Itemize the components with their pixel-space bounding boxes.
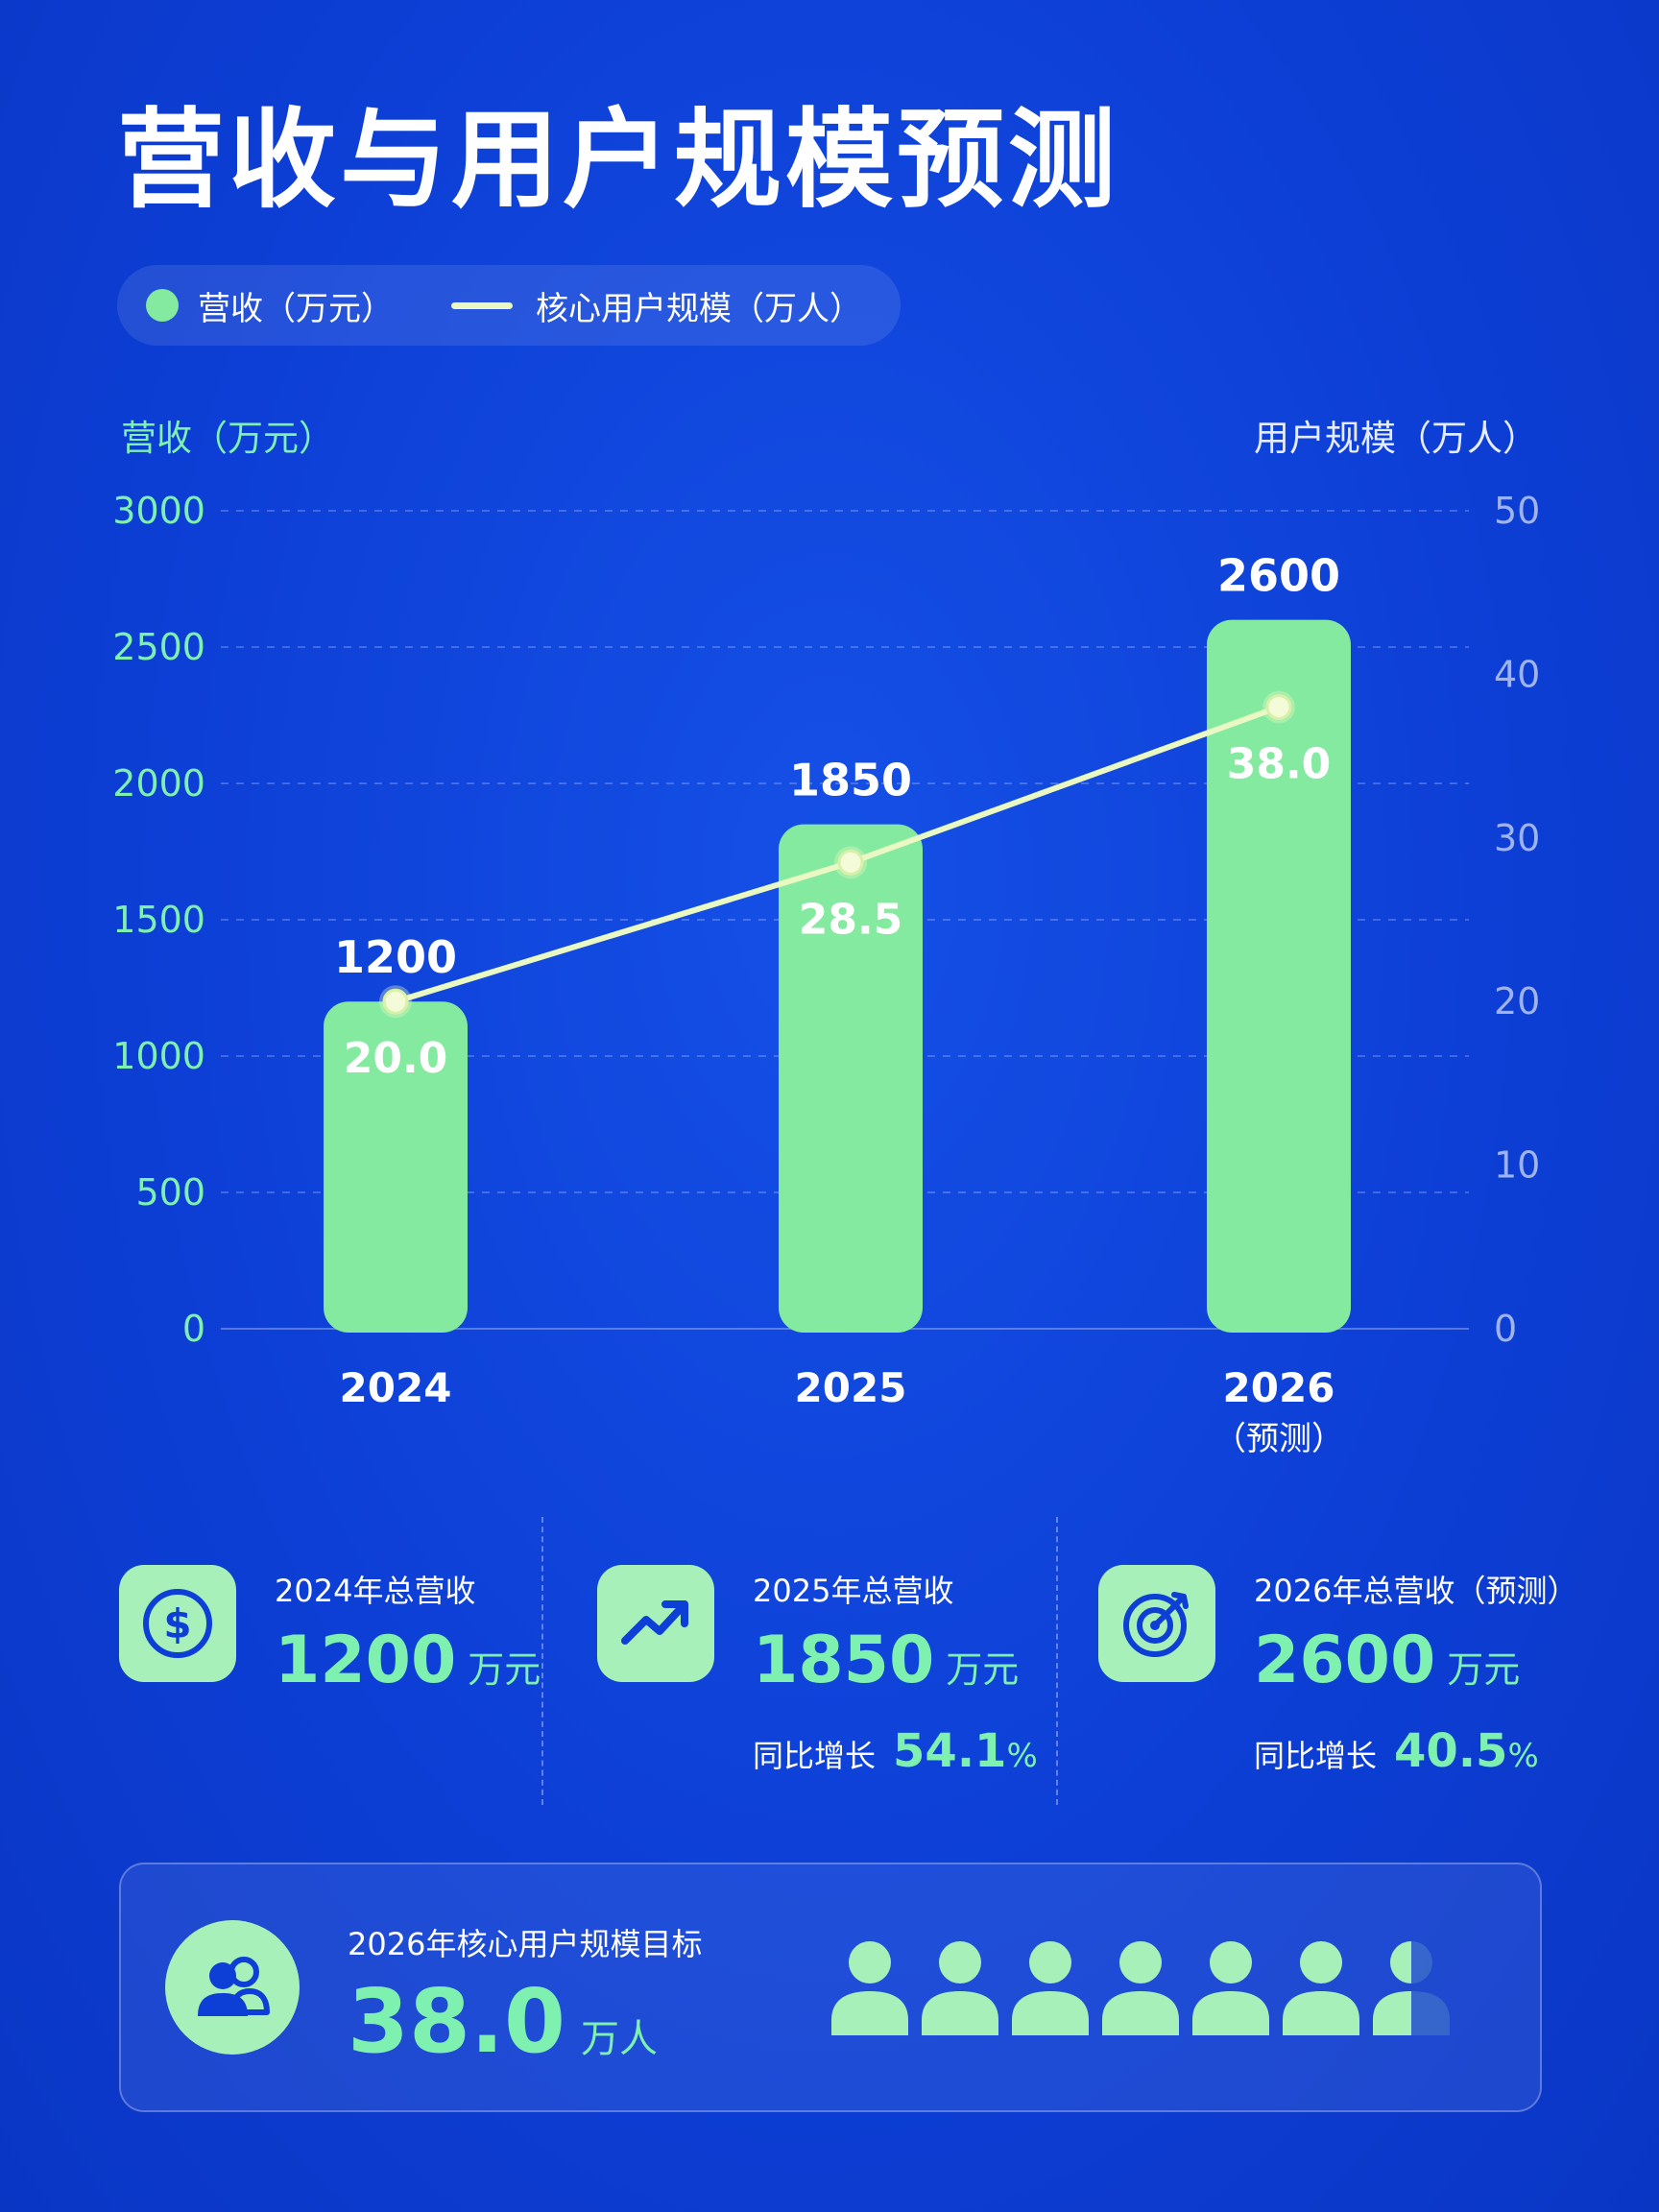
users-point: [1265, 693, 1292, 720]
person-icon: [1373, 1941, 1450, 2035]
target-unit: 万人: [581, 2017, 658, 2061]
stat-value: 1200 万元: [275, 1623, 541, 1698]
revenue-bar: [324, 1001, 468, 1333]
target-icon: [1098, 1565, 1215, 1682]
y2-tick-label-right: 50: [1494, 490, 1540, 532]
person-icon: [1102, 1941, 1179, 2035]
y-tick-label-left: 0: [182, 1308, 205, 1350]
stat-value: 1850 万元: [753, 1623, 1019, 1698]
stat-growth: 同比增长 54.1%: [753, 1724, 1038, 1778]
stat-title: 2025年总营收: [753, 1573, 954, 1609]
chart-legend: 营收（万元） 核心用户规模（万人）: [117, 265, 901, 346]
x-tick-label: 2026: [1223, 1364, 1335, 1411]
y-tick-label-left: 3000: [112, 490, 205, 532]
growth-label: 同比增长: [753, 1738, 877, 1774]
y2-tick-label-right: 10: [1494, 1144, 1540, 1187]
stat-value: 2600 万元: [1254, 1623, 1520, 1698]
x-tick-label: 2025: [795, 1364, 907, 1411]
stat-divider: [541, 1517, 543, 1805]
legend-label-users: 核心用户规模（万人）: [536, 289, 862, 328]
stat-number: 1850: [753, 1623, 935, 1698]
y-tick-label-left: 1000: [112, 1035, 205, 1077]
target-number: 38.0: [348, 1970, 565, 2073]
revenue-users-chart: 0 500 1000 1500 2000 2500 3000 0 10 20 30 40 50 1200 1…: [112, 490, 1540, 1458]
svg-text:$: $: [163, 1600, 191, 1647]
person-icon: [922, 1941, 998, 2035]
y2-tick-label-right: 20: [1494, 980, 1540, 1022]
person-icon: [1192, 1941, 1269, 2035]
stat-growth: 同比增长 40.5%: [1254, 1724, 1539, 1778]
stat-title: 2026年总营收（预测）: [1254, 1573, 1578, 1609]
trend-up-icon: [597, 1565, 714, 1682]
growth-unit: %: [1507, 1737, 1539, 1775]
y2-tick-label-right: 40: [1494, 653, 1540, 695]
users-point: [837, 849, 864, 876]
stat-title: 2024年总营收: [275, 1573, 476, 1609]
people-progress: [831, 1941, 1450, 2035]
users-point-label: 28.5: [799, 895, 903, 944]
legend-dot-icon: [146, 289, 179, 322]
stat-divider: [1056, 1517, 1058, 1805]
person-icon: [831, 1941, 908, 2035]
stat-number: 2600: [1254, 1623, 1436, 1698]
revenue-bar: [779, 824, 923, 1333]
person-icon: [1283, 1941, 1359, 2035]
y-axis-title-left: 营收（万元）: [121, 418, 334, 459]
target-title: 2026年核心用户规模目标: [348, 1926, 703, 1962]
x-tick-label: 2024: [340, 1364, 452, 1411]
target-value: 38.0 万人: [348, 1970, 658, 2073]
stat-unit: 万元: [1447, 1648, 1521, 1691]
legend-label-revenue: 营收（万元）: [198, 289, 394, 328]
stat-unit: 万元: [468, 1648, 541, 1691]
user-target-card: 2026年核心用户规模目标 38.0 万人: [119, 1863, 1542, 2112]
users-icon: [165, 1920, 300, 2055]
users-point-label: 38.0: [1227, 739, 1332, 788]
legend-line-icon: [451, 301, 513, 309]
legend-item-users: 核心用户规模（万人）: [394, 282, 862, 329]
x-tick-sublabel: （预测）: [1214, 1420, 1344, 1458]
stat-number: 1200: [275, 1623, 457, 1698]
stat-unit: 万元: [946, 1648, 1020, 1691]
y-tick-label-left: 1500: [112, 899, 205, 941]
y2-tick-label-right: 0: [1494, 1308, 1517, 1350]
bar-value-label: 1850: [789, 755, 912, 806]
stats-row: $ 2024年总营收 1200 万元 2025年总营收 1850 万元 同比增长 54…: [0, 1517, 1659, 1805]
y-tick-label-left: 2000: [112, 762, 205, 805]
growth-unit: %: [1006, 1737, 1038, 1775]
bar-value-label: 1200: [334, 931, 457, 983]
y-tick-label-left: 2500: [112, 626, 205, 668]
dollar-coin-icon: $: [119, 1565, 236, 1682]
users-point-label: 20.0: [344, 1034, 448, 1083]
page-title: 营收与用户规模预测: [117, 98, 1119, 223]
growth-value: 54.1: [893, 1724, 1007, 1778]
person-icon: [1012, 1941, 1089, 2035]
legend-item-revenue: 营收（万元）: [117, 282, 394, 329]
y2-tick-label-right: 30: [1494, 817, 1540, 859]
revenue-bar: [1207, 619, 1351, 1333]
users-point: [382, 988, 409, 1015]
bar-value-label: 2600: [1217, 550, 1340, 602]
growth-label: 同比增长: [1254, 1738, 1378, 1774]
y-axis-title-right: 用户规模（万人）: [1254, 418, 1538, 459]
growth-value: 40.5: [1394, 1724, 1508, 1778]
y-tick-label-left: 500: [135, 1171, 205, 1214]
